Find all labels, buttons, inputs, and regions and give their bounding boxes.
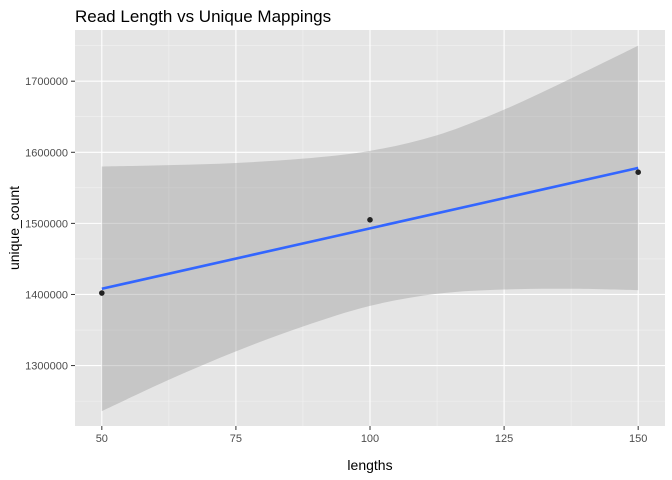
y-tick-label: 1700000 bbox=[25, 76, 68, 88]
major-grid bbox=[75, 30, 665, 426]
chart-title: Read Length vs Unique Mappings bbox=[75, 7, 331, 26]
y-tick-label: 1500000 bbox=[25, 218, 68, 230]
x-tick-label: 50 bbox=[96, 433, 108, 445]
data-point bbox=[635, 169, 641, 175]
x-axis-title: lengths bbox=[347, 457, 392, 473]
fit-line bbox=[101, 166, 639, 291]
data-point bbox=[367, 217, 373, 223]
y-tick-label: 1600000 bbox=[25, 147, 68, 159]
y-tick-label: 1300000 bbox=[25, 361, 68, 373]
data-point bbox=[99, 290, 105, 296]
x-tick-label: 150 bbox=[629, 433, 647, 445]
y-axis: 1300000 1400000 1500000 1600000 1700000 bbox=[25, 76, 75, 373]
y-tick-label: 1400000 bbox=[25, 289, 68, 301]
y-axis-title: unique_count bbox=[6, 186, 22, 270]
data-points bbox=[99, 169, 641, 296]
x-tick-label: 75 bbox=[230, 433, 242, 445]
x-tick-label: 125 bbox=[495, 433, 513, 445]
x-tick-label: 100 bbox=[361, 433, 379, 445]
x-axis: 50 75 100 125 150 bbox=[96, 426, 647, 445]
